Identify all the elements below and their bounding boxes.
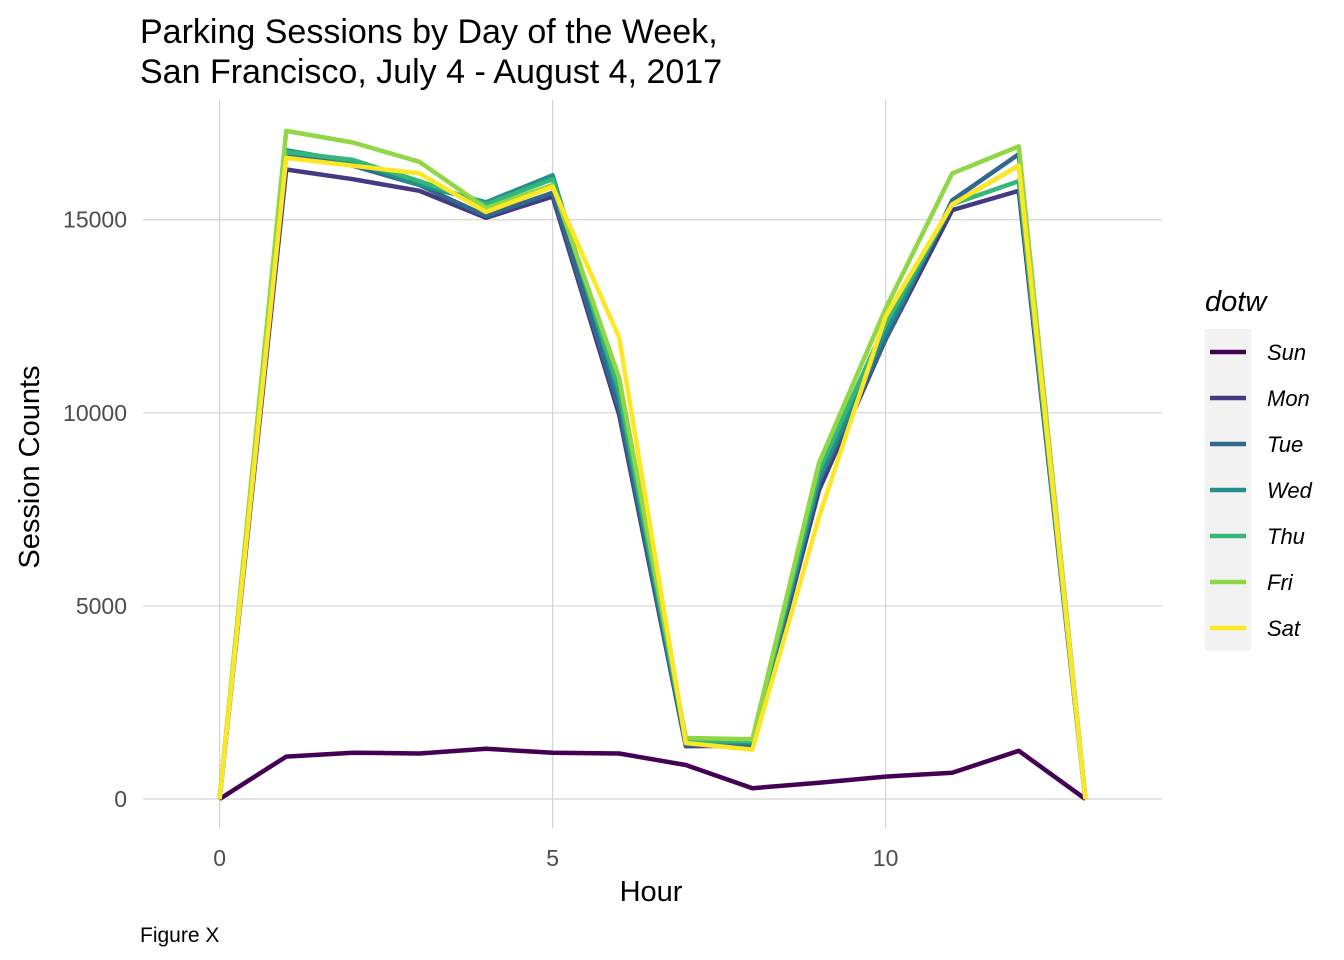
y-tick-label: 0 bbox=[114, 786, 127, 812]
x-tick-label: 5 bbox=[546, 845, 559, 871]
legend-label-thu: Thu bbox=[1267, 524, 1305, 549]
x-axis-title: Hour bbox=[620, 876, 683, 908]
x-axis-ticks: 0 5 10 bbox=[213, 845, 898, 871]
chart-title-line-1: Parking Sessions by Day of the Week, bbox=[140, 13, 718, 51]
x-tick-label: 10 bbox=[873, 845, 899, 871]
legend-label-sat: Sat bbox=[1267, 616, 1301, 641]
y-axis-title: Session Counts bbox=[14, 365, 46, 568]
legend-label-wed: Wed bbox=[1267, 478, 1313, 503]
x-tick-label: 0 bbox=[213, 845, 226, 871]
series-line-tue bbox=[217, 151, 1088, 800]
series-line-sun bbox=[218, 746, 1087, 801]
legend-label-mon: Mon bbox=[1267, 386, 1310, 411]
series-line-sat bbox=[217, 155, 1088, 800]
gridlines bbox=[143, 100, 1162, 828]
legend-title: dotw bbox=[1205, 286, 1268, 318]
figure-caption: Figure X bbox=[140, 924, 219, 947]
series-line-wed bbox=[217, 147, 1088, 800]
legend-label-sun: Sun bbox=[1267, 340, 1306, 365]
series-line-fri bbox=[217, 128, 1088, 800]
y-tick-label: 5000 bbox=[76, 593, 127, 619]
chart-title-line-2: San Francisco, July 4 - August 4, 2017 bbox=[140, 53, 722, 91]
y-axis-ticks: 0 5000 10000 15000 bbox=[63, 207, 127, 812]
series-line-mon bbox=[217, 167, 1088, 800]
series-lines bbox=[217, 128, 1088, 801]
legend-label-tue: Tue bbox=[1267, 432, 1303, 457]
legend-label-fri: Fri bbox=[1267, 570, 1294, 595]
y-tick-label: 15000 bbox=[63, 207, 127, 233]
y-tick-label: 10000 bbox=[63, 400, 127, 426]
series-line-thu bbox=[217, 149, 1088, 800]
legend: dotw Sun Mon Tue Wed Thu Fri Sat bbox=[1205, 286, 1313, 651]
